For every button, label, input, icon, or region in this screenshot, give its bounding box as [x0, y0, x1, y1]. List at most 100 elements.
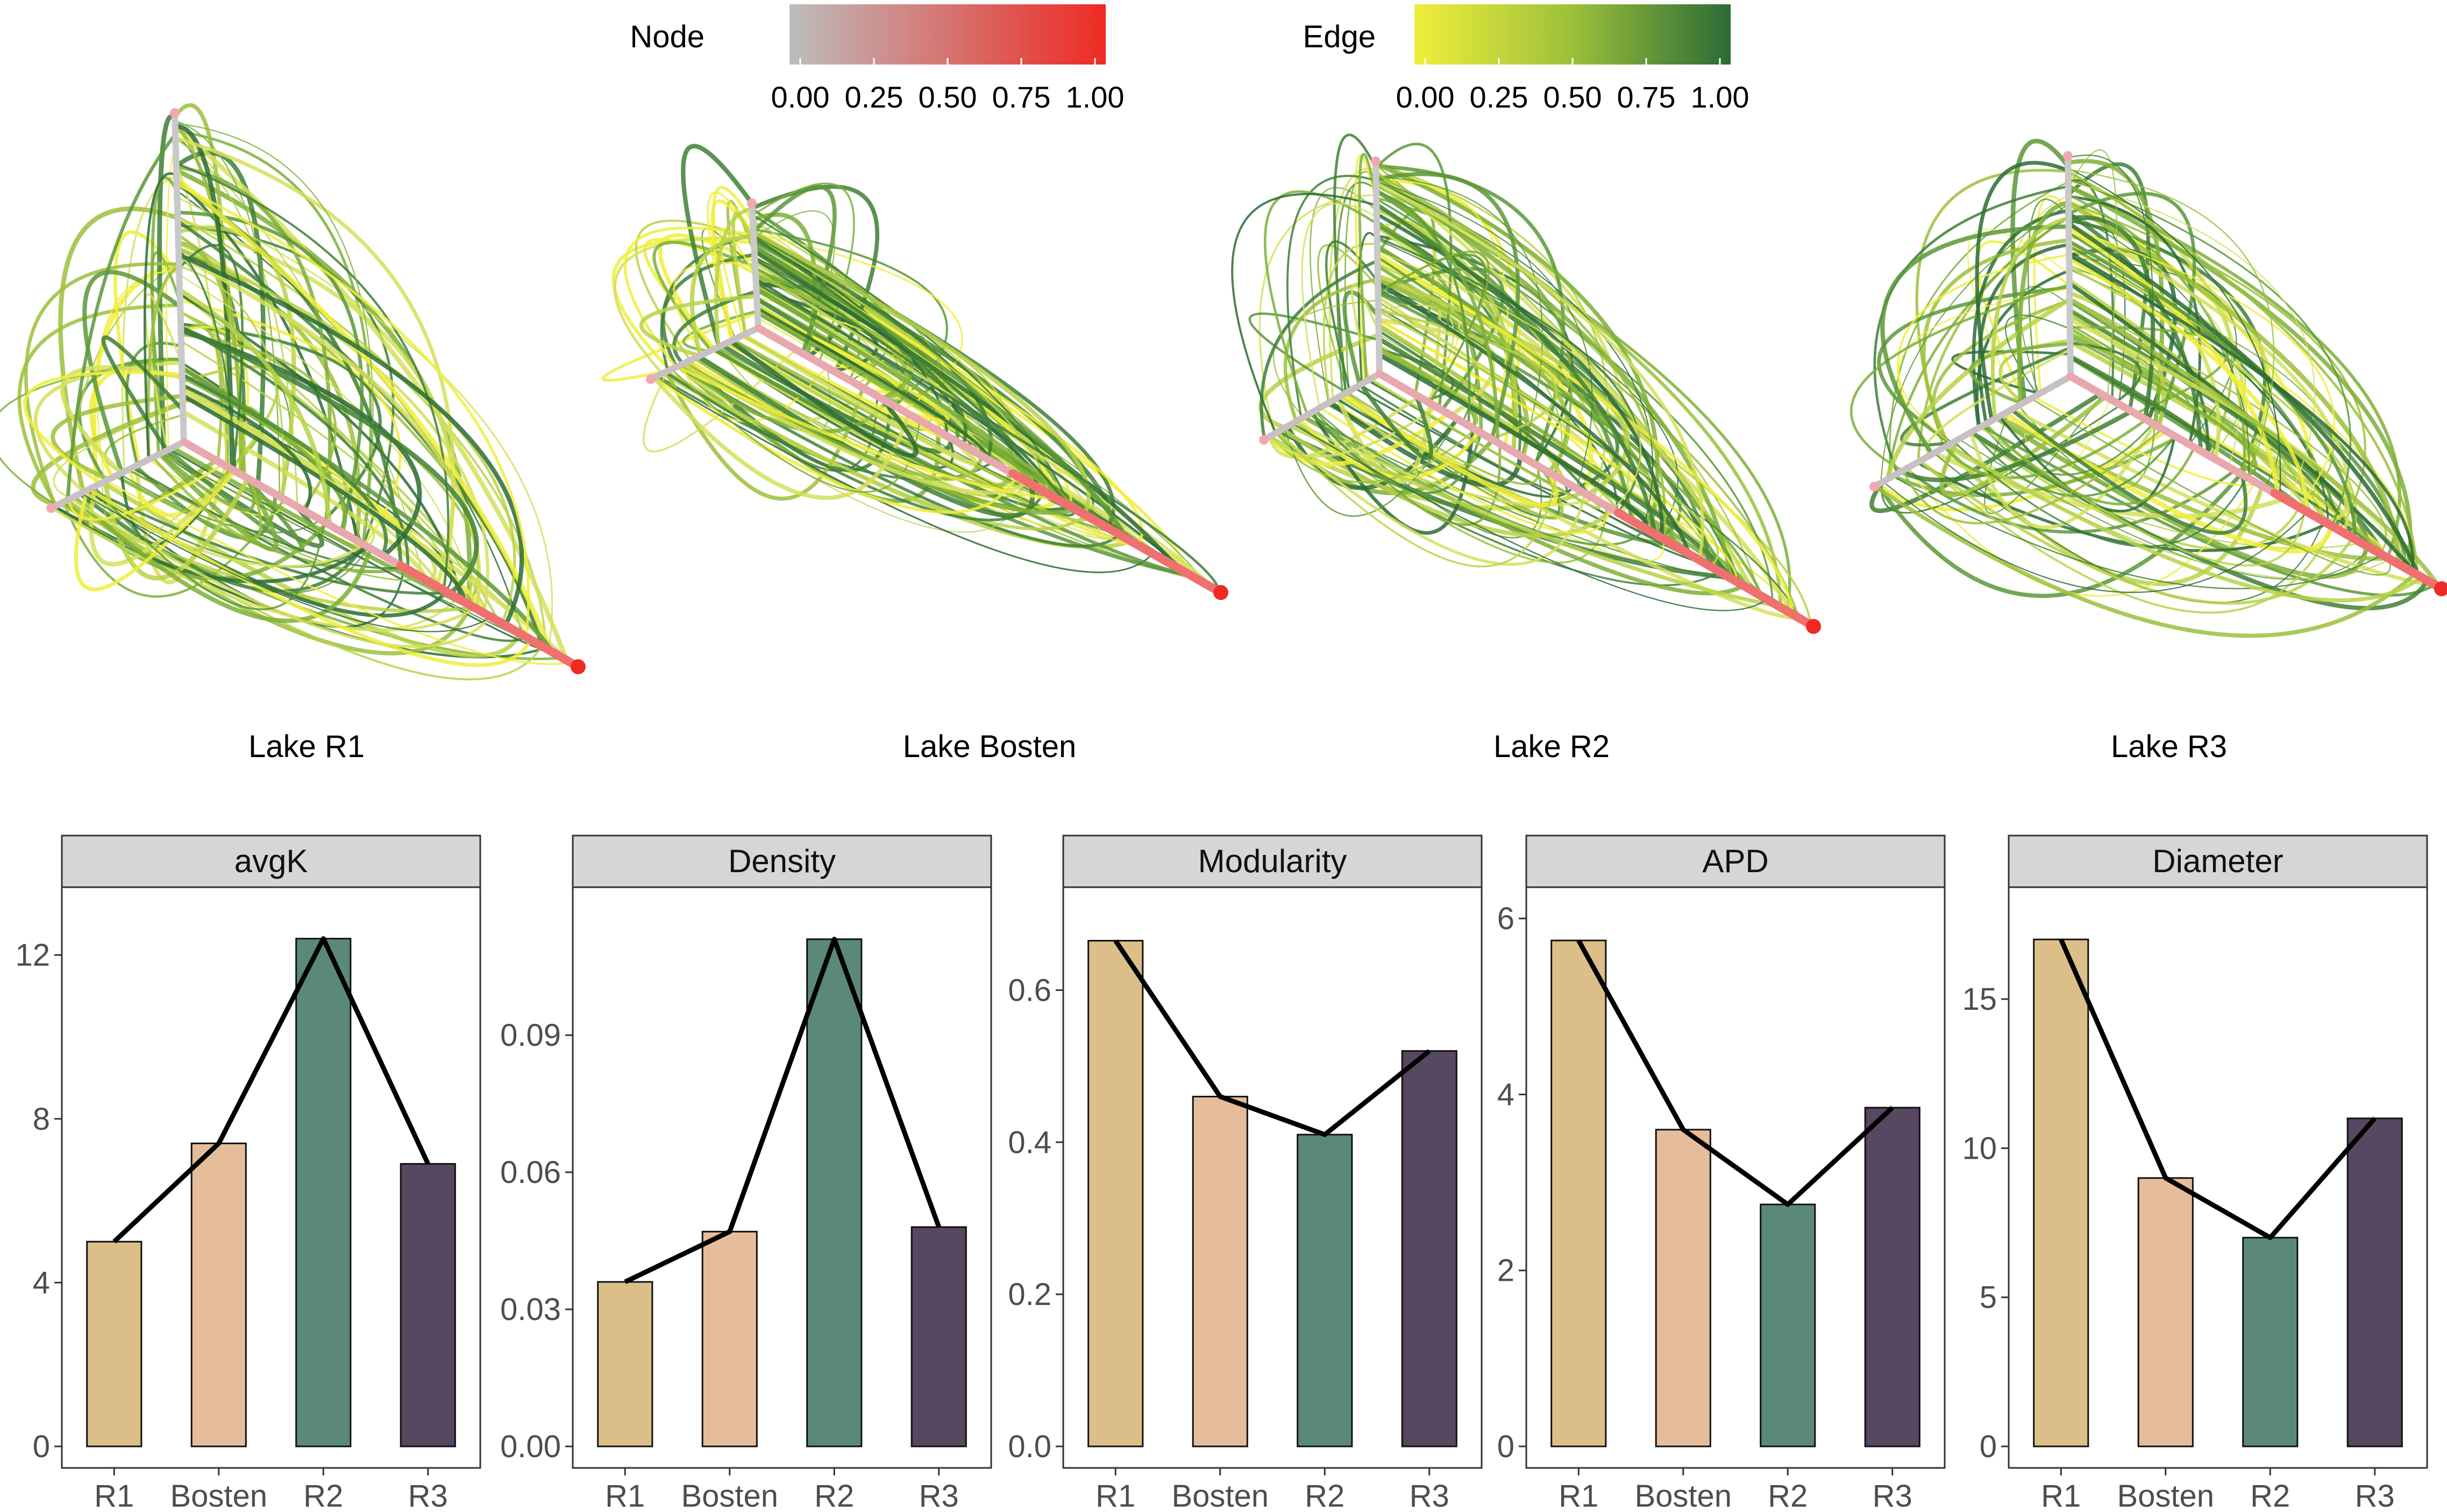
network-edge — [1919, 460, 2334, 614]
network-edge — [74, 470, 237, 591]
network-edges — [0, 103, 571, 681]
network-edge — [613, 236, 754, 375]
network-edge — [1301, 203, 1377, 408]
network-axis — [48, 439, 187, 511]
network-axis — [648, 325, 762, 382]
network-edge — [1263, 190, 1378, 416]
network-edge — [1376, 179, 1509, 440]
network-edge — [1906, 467, 2257, 597]
network-edge — [753, 232, 963, 412]
network-edge — [1310, 411, 1483, 495]
network-edge — [0, 358, 182, 507]
network-edge — [2068, 257, 2309, 512]
network-edge — [178, 288, 332, 525]
network-edge — [17, 303, 180, 507]
network-edge — [1276, 431, 1587, 566]
network-edge — [2067, 222, 2421, 576]
bar-r3 — [1864, 1107, 1920, 1447]
y-tick-label: 0.4 — [1008, 1125, 1051, 1160]
y-tick-label: 0.03 — [500, 1292, 561, 1327]
network-edge — [1922, 238, 2069, 446]
network-edge — [175, 176, 553, 652]
network-edge — [1375, 188, 1499, 443]
network-edge — [753, 236, 1049, 494]
network-edge — [1889, 181, 2069, 478]
bar-chart-panel: avgK 0 4 8 12 R1 Bosten R2 R3 — [15, 835, 481, 1512]
network-edge — [1892, 475, 2383, 589]
network-node — [1371, 156, 1381, 166]
network-edge — [1375, 181, 1704, 560]
edge-legend: Edge 0.00 0.25 0.50 0.75 1.00 — [1303, 4, 1749, 114]
edge-legend-ticks: 0.00 0.25 0.50 0.75 1.00 — [1396, 58, 1749, 114]
x-tick-label: R2 — [814, 1479, 854, 1512]
x-tick-label: R3 — [1873, 1479, 1912, 1512]
edge-legend-tick-label: 0.75 — [1617, 80, 1676, 114]
network-axis — [1261, 370, 1383, 443]
edge-legend-tick-label: 0.25 — [1470, 80, 1528, 114]
bar-r2 — [806, 938, 863, 1447]
node-legend-title: Node — [630, 19, 705, 54]
network-edge — [31, 400, 184, 508]
network-edge — [2017, 201, 2069, 405]
y-tick-label: 5 — [1980, 1280, 1997, 1315]
node-legend-ticks: 0.00 0.25 0.50 0.75 1.00 — [771, 58, 1125, 114]
panel-strip — [1525, 835, 1946, 888]
network-edge — [1294, 420, 1595, 507]
edge-colorbar — [1414, 4, 1731, 65]
x-tick-label: Bosten — [1634, 1479, 1732, 1512]
x-tick-label: R1 — [94, 1479, 134, 1512]
network-edge — [1283, 277, 1378, 422]
network-edge — [1919, 459, 2354, 605]
network-edge — [80, 493, 492, 632]
network-edge — [697, 354, 1035, 518]
network-edge — [2068, 239, 2357, 539]
bar-r3 — [2346, 1117, 2403, 1447]
network-axis-hub-nodes — [2270, 489, 2446, 593]
bar-bosten — [190, 1142, 247, 1447]
network-edge — [623, 226, 754, 368]
network-edge — [60, 365, 183, 475]
node-colorbar — [789, 4, 1106, 65]
network-edge — [158, 452, 279, 552]
network-axis-hub-nodes — [396, 561, 582, 671]
x-tick-label: R1 — [2041, 1479, 2081, 1512]
bar-r1 — [597, 1281, 653, 1447]
network-edge — [89, 468, 235, 567]
panel-strip — [61, 835, 481, 888]
network-edge — [1378, 329, 1591, 497]
network-edge — [176, 219, 544, 647]
panel-strip — [572, 835, 992, 888]
network-edge — [2067, 169, 2419, 575]
network-edge — [1378, 352, 1649, 528]
y-tick-label: 2 — [1497, 1253, 1514, 1288]
bar-r1 — [2033, 938, 2089, 1447]
x-tick-label: R2 — [1768, 1479, 1808, 1512]
network-edge — [1376, 190, 1471, 426]
y-tick-label: 0 — [1497, 1429, 1514, 1464]
x-tick-label: R1 — [1096, 1479, 1135, 1512]
y-tick-label: 0.00 — [500, 1429, 561, 1464]
network-edge — [2068, 227, 2240, 467]
network-edge — [1328, 400, 1523, 488]
network-edge — [94, 486, 325, 610]
network-edge — [2067, 226, 2281, 496]
network-axis — [1871, 373, 2074, 490]
network-edge — [2068, 218, 2267, 474]
network-edge — [72, 495, 373, 623]
panel-title: avgK — [234, 843, 308, 879]
network-edge — [181, 383, 312, 512]
network-edge — [752, 214, 1070, 506]
network-edge — [177, 249, 237, 472]
network-edge — [1376, 207, 1518, 452]
node-legend: Node 0.00 0.25 0.50 0.75 1.00 — [630, 4, 1125, 114]
bar-bosten — [1655, 1129, 1711, 1447]
network-edge — [1998, 415, 2176, 512]
bar-r3 — [910, 1226, 967, 1447]
hive-network: Lake R2 — [1231, 133, 1821, 764]
network-edge — [1971, 431, 2176, 497]
network-edge — [1277, 431, 1557, 567]
network-edge — [682, 309, 758, 353]
trend-line — [2059, 938, 2377, 1240]
network-node — [170, 108, 180, 118]
